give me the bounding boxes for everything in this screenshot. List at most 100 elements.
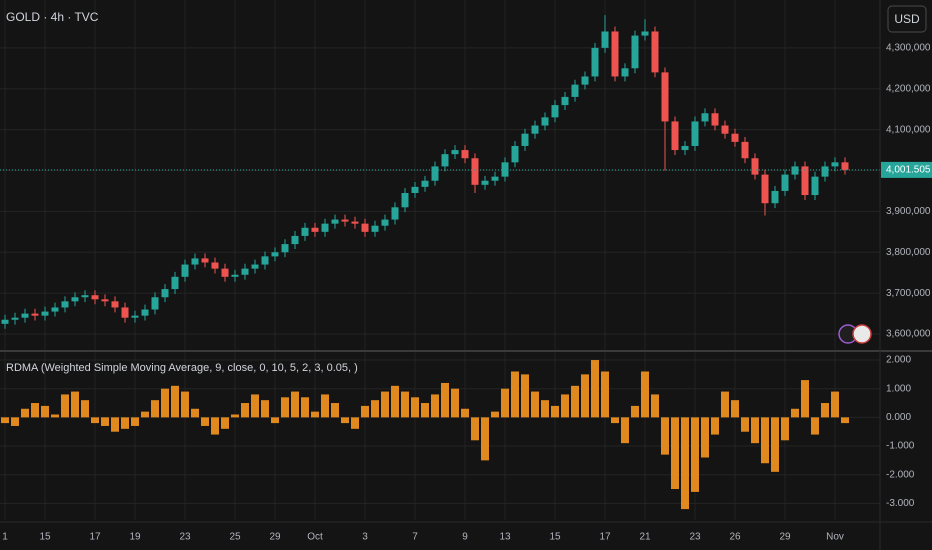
y-tick-label: -2.000 [886,469,915,480]
candle-body [281,244,289,253]
candle-body [481,180,489,185]
y-tick-label: 0.000 [886,412,911,423]
candle-body [251,264,259,269]
x-tick-label: 17 [89,532,101,543]
histogram-bar [521,374,529,418]
histogram-bar [161,388,169,418]
histogram-bar [421,403,429,418]
y-tick-label: 3,900,000 [886,206,931,217]
x-tick-label: 23 [179,532,191,543]
histogram-bar [811,417,819,435]
x-tick-label: 3 [362,532,368,543]
candle-body [831,162,839,167]
histogram-bar [801,380,809,418]
candle-body [501,162,509,177]
candle-body [111,301,119,308]
candle-body [671,121,679,151]
histogram-bar [441,382,449,418]
histogram-bar [301,397,309,418]
x-tick-label: 17 [599,532,611,543]
candle-body [591,47,599,77]
currency-button[interactable] [887,5,927,33]
histogram-bar [751,417,759,444]
histogram-bar [111,417,119,432]
candle-body [661,72,669,122]
candle-body [551,105,559,118]
candle-body [561,96,569,106]
x-tick-label: 29 [779,532,791,543]
y-tick-label: 3,600,000 [886,329,931,340]
x-tick-label: 29 [269,532,281,543]
candle-body [441,154,449,167]
x-tick-label: 13 [499,532,511,543]
candle-body [431,166,439,181]
histogram-bar [841,417,849,424]
histogram-bar [821,403,829,418]
last-price-label: 4,001.505 [886,165,931,176]
candle-body [411,186,419,193]
candle-body [631,35,639,69]
histogram-bar [701,417,709,458]
candle-body [511,145,519,163]
candle-body [121,307,129,318]
candle-body [541,117,549,126]
candle-body [691,121,699,146]
histogram-bar [591,360,599,418]
histogram-bar [101,417,109,426]
candle-body [771,190,779,204]
histogram-bar [531,391,539,418]
histogram-bar [201,417,209,426]
histogram-bar [291,391,299,418]
candle-body [221,268,229,277]
candle-body [311,227,319,232]
histogram-bar [51,414,59,418]
histogram-bar [271,417,279,424]
y-tick-label: 4,100,000 [886,124,931,135]
histogram-bar [31,403,39,418]
histogram-bar [641,371,649,418]
histogram-bar [341,417,349,424]
candle-body [71,297,79,302]
candle-body [201,258,209,263]
histogram-bar [731,400,739,418]
candle-body [651,31,659,73]
candle-body [621,68,629,77]
y-tick-label: -3.000 [886,498,915,509]
chart-title: GOLD · 4h · TVC [6,10,99,24]
histogram-bar [611,417,619,424]
histogram-bar [131,417,139,426]
x-tick-label: 9 [462,532,468,543]
grid [0,0,880,520]
candle-body [41,311,49,316]
candle-body [841,162,849,170]
candle-body [171,276,179,290]
y-tick-label: -1.000 [886,441,915,452]
histogram-bar [251,394,259,418]
candle-body [601,31,609,48]
histogram-bar [411,397,419,418]
histogram-bar [1,417,9,424]
candle-body [681,145,689,151]
histogram-bar [571,385,579,418]
histogram-bar [121,417,129,429]
histogram-bar [11,417,19,426]
histogram-bar [401,391,409,418]
country-icon[interactable] [852,324,872,344]
x-tick-label: 25 [229,532,241,543]
histogram-bar [491,411,499,418]
histogram-bar [501,388,509,418]
histogram-bar [831,391,839,418]
histogram-bar [511,371,519,418]
candle-body [741,141,749,159]
candle-body [81,295,89,298]
histogram-bar [311,411,319,418]
histogram-bar [371,400,379,418]
candle-body [611,31,619,77]
histogram-bar [231,414,239,418]
candle-body [261,256,269,265]
x-tick-label: Oct [307,532,323,543]
marks [0,15,880,510]
currency-label[interactable]: USD [894,12,920,26]
x-tick-label: 1 [2,532,8,543]
